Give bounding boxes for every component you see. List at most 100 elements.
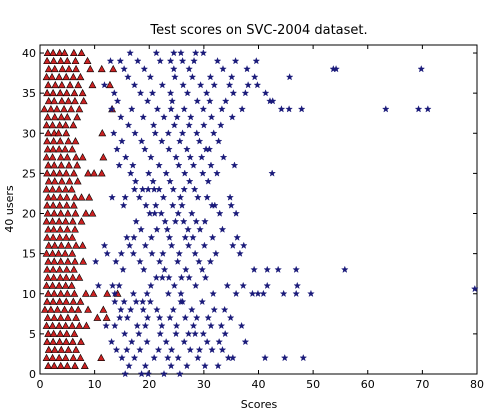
star-point — [191, 281, 200, 289]
star-point — [199, 49, 208, 57]
star-point — [199, 169, 207, 177]
triangle-point — [78, 153, 87, 161]
triangle-point — [43, 297, 52, 305]
triangle-point — [97, 353, 106, 361]
triangle-point — [43, 273, 52, 281]
star-point — [414, 105, 423, 113]
triangle-point — [42, 249, 51, 257]
star-point — [341, 265, 349, 273]
star-point — [188, 73, 197, 81]
triangle-point — [72, 345, 80, 353]
y-tick-label: 15 — [22, 248, 36, 261]
star-point — [194, 353, 202, 362]
triangle-point — [65, 161, 73, 169]
triangle-point — [50, 161, 59, 169]
star-point — [151, 129, 160, 137]
star-point — [250, 265, 258, 273]
triangle-point — [84, 305, 92, 313]
star-point — [113, 97, 122, 105]
star-point — [188, 305, 196, 314]
star-point — [124, 121, 133, 129]
star-point — [126, 49, 134, 57]
star-point — [227, 73, 236, 81]
triangle-point — [57, 161, 66, 169]
star-point — [160, 113, 168, 121]
triangle-point — [71, 209, 80, 217]
triangle-point — [49, 265, 58, 273]
triangle-point — [62, 297, 71, 305]
star-point — [103, 249, 111, 257]
star-point — [279, 289, 288, 297]
star-point — [155, 185, 163, 193]
triangle-point — [63, 225, 72, 233]
star-point — [195, 257, 203, 265]
triangle-point — [50, 112, 59, 121]
triangle-point — [50, 64, 59, 73]
star-point — [170, 281, 179, 289]
star-point — [130, 233, 138, 241]
star-point — [213, 169, 221, 177]
star-point — [153, 305, 161, 314]
star-point — [115, 281, 123, 289]
triangle-point — [71, 137, 80, 145]
star-point — [232, 289, 240, 297]
triangle-point — [109, 64, 118, 73]
triangle-point — [69, 353, 78, 361]
star-point — [244, 81, 252, 89]
triangle-point — [62, 329, 71, 337]
triangle-point — [69, 201, 78, 209]
triangle-point — [74, 305, 83, 313]
triangle-point — [43, 137, 52, 145]
star-point — [229, 241, 237, 249]
star-point — [192, 313, 201, 322]
star-point — [158, 321, 166, 330]
y-axis-label: 40 users — [3, 185, 16, 232]
triangle-point — [49, 337, 58, 345]
star-point — [191, 249, 199, 257]
star-point — [165, 233, 174, 241]
triangle-point — [62, 129, 71, 137]
triangle-point — [44, 80, 53, 89]
triangle-point — [49, 329, 58, 337]
star-point — [221, 329, 229, 338]
star-point — [170, 121, 179, 129]
star-point — [133, 321, 142, 330]
star-point — [158, 81, 167, 89]
triangle-point — [67, 185, 76, 193]
triangle-point — [49, 169, 58, 177]
star-point — [142, 201, 150, 209]
star-point — [206, 97, 214, 105]
star-point — [107, 337, 116, 346]
star-point — [113, 145, 121, 153]
star-point — [200, 121, 208, 129]
triangle-point — [77, 48, 86, 57]
triangle-point — [65, 64, 73, 73]
triangle-point — [56, 329, 65, 337]
star-point — [143, 337, 151, 346]
star-point — [381, 105, 390, 113]
triangle-point — [77, 337, 85, 345]
star-point — [139, 305, 148, 314]
star-point — [137, 225, 145, 233]
star-point — [135, 193, 144, 201]
triangle-point — [42, 353, 51, 361]
star-point — [153, 225, 161, 233]
star-point — [178, 201, 186, 209]
star-point — [285, 73, 294, 81]
star-point — [241, 89, 250, 97]
triangle-point — [44, 129, 53, 137]
triangle-point — [56, 273, 65, 281]
triangle-point — [62, 201, 71, 209]
triangle-point — [55, 353, 64, 361]
star-point — [200, 241, 209, 249]
triangle-point — [82, 321, 91, 329]
star-point — [227, 201, 235, 209]
star-point — [424, 105, 432, 113]
triangle-point — [64, 96, 73, 105]
triangle-point — [68, 321, 77, 329]
star-point — [293, 281, 302, 289]
triangle-point — [61, 121, 70, 129]
star-point — [100, 81, 109, 89]
triangle-point — [47, 305, 55, 313]
